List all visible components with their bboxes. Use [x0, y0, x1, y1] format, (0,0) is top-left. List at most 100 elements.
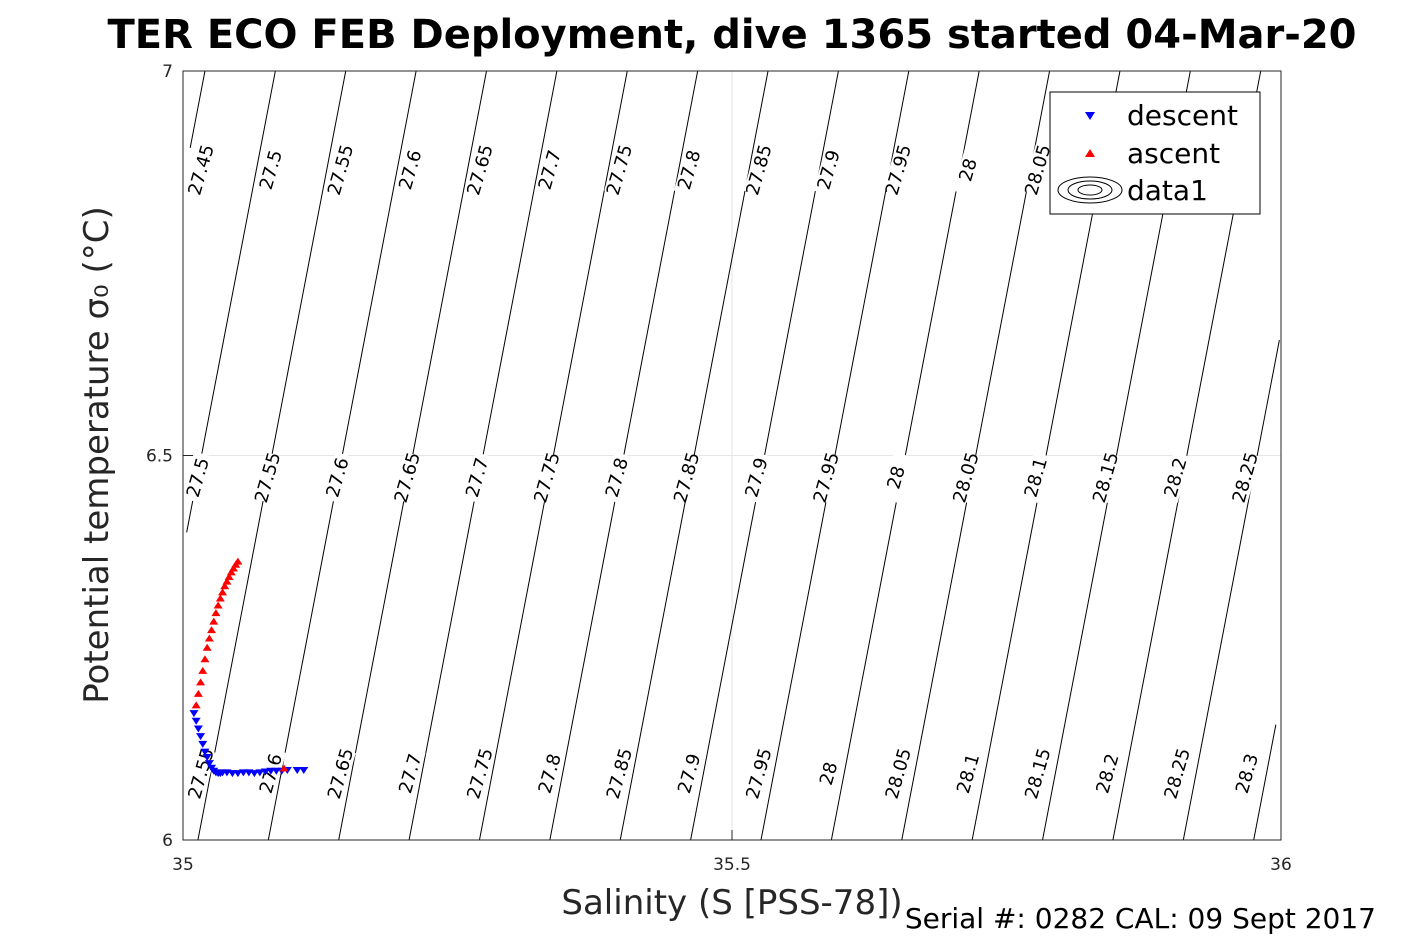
contour-label-bg: [1020, 451, 1052, 504]
legend-item-data1: data1: [1057, 174, 1208, 207]
contour-label-bg: [464, 144, 496, 196]
contour-label-bg: [464, 747, 496, 800]
contour-label-bg: [531, 451, 563, 504]
contour-label-bg: [182, 451, 214, 504]
contour-label-bg: [883, 144, 914, 196]
descent-point: [260, 768, 270, 776]
contour-label-bg: [252, 451, 283, 504]
contour-label-bg: [811, 451, 842, 504]
contour-label-bg: [952, 144, 984, 196]
descent-point: [233, 770, 243, 778]
ascent-point: [202, 643, 212, 651]
ascent-point: [191, 701, 201, 709]
ascent-point: [226, 568, 236, 576]
y-tick-label: 6: [162, 831, 173, 851]
descent-point: [292, 767, 302, 775]
isopycnal-line: [1253, 724, 1277, 841]
legend-item-ascent: ascent: [1085, 137, 1220, 170]
contour-label-bg: [604, 747, 635, 800]
isopycnal-line: [189, 70, 206, 148]
ascent-point: [222, 577, 232, 585]
contour-label: 28: [952, 144, 984, 196]
ascent-point: [279, 764, 289, 772]
ascent-point: [233, 557, 243, 565]
descent-point: [196, 733, 206, 741]
descent-point: [299, 767, 309, 775]
contour-label-bg: [1160, 451, 1191, 504]
contour-label-bg: [673, 747, 705, 800]
contour-label-bg: [1161, 747, 1193, 800]
ascent-point: [220, 582, 230, 590]
legend-descent-marker: [1085, 112, 1095, 120]
contour-label-bg: [1092, 747, 1123, 800]
contour-label-bg: [395, 747, 426, 800]
contour-label-bg: [673, 144, 705, 196]
descent-point: [202, 753, 212, 761]
contour-label-bg: [880, 451, 912, 504]
contour-label-bg: [325, 144, 356, 196]
descent-point: [255, 769, 265, 777]
descent-point: [200, 748, 210, 756]
contour-label-bg: [604, 144, 635, 196]
descent-point: [204, 760, 214, 768]
legend-data1-label: data1: [1127, 174, 1208, 207]
legend-ascent-marker: [1085, 149, 1095, 157]
x-tick-label: 36: [1270, 855, 1292, 875]
descent-point: [193, 725, 203, 733]
contour-label-bg: [743, 144, 775, 196]
contour-label-bg: [671, 451, 702, 504]
ascent-point: [229, 564, 239, 572]
contour-label-bg: [1022, 144, 1054, 196]
x-axis-label: Salinity (S [PSS-78]): [561, 883, 902, 923]
contour-label-bg: [950, 451, 982, 504]
x-tick-label: 35: [172, 855, 194, 875]
ascent-point: [213, 601, 223, 609]
ascent-point: [204, 634, 214, 642]
x-tick-label: 35.5: [713, 855, 751, 875]
series-ascent: [191, 557, 289, 772]
chart-title: TER ECO FEB Deployment, dive 1365 starte…: [107, 12, 1356, 58]
legend-box: [1049, 91, 1261, 215]
descent-point: [198, 740, 208, 748]
contour-label-bg: [322, 451, 353, 504]
data-series: [189, 557, 309, 778]
legend-descent-label: descent: [1127, 99, 1238, 132]
ascent-point: [218, 588, 228, 596]
ascent-point: [207, 626, 217, 634]
contour-label-bg: [392, 451, 423, 504]
contour-label-bg: [461, 451, 493, 504]
contour-label-bg: [883, 747, 914, 800]
contour-label-bg: [813, 144, 844, 196]
contour-label-bg: [534, 144, 565, 196]
contour-label-bg: [255, 144, 287, 196]
contour-label-bg: [185, 144, 217, 196]
ascent-point: [198, 666, 208, 674]
y-axis-label: Potential temperature σ₀ (°C): [77, 206, 117, 704]
legend-ascent-label: ascent: [1127, 137, 1220, 170]
legend-item-descent: descent: [1085, 99, 1238, 132]
axis-ticks: 35 35.5 36 6 6.5 7: [146, 62, 1292, 875]
ascent-point: [196, 678, 206, 686]
contour-label-bg: [395, 144, 426, 196]
ascent-point: [209, 617, 219, 625]
contour-label-bg: [325, 747, 356, 800]
y-tick-label: 6.5: [146, 447, 173, 467]
isopycnal-line: [1182, 340, 1280, 841]
contour-icon: [1057, 176, 1123, 204]
descent-point: [249, 770, 259, 778]
ascent-point: [224, 573, 234, 581]
descent-point: [191, 717, 201, 725]
contour-label-bg: [1230, 451, 1261, 504]
legend: descent ascent data1: [1049, 91, 1261, 215]
descent-point: [189, 710, 199, 718]
y-tick-label: 7: [162, 62, 173, 82]
contour-label: 28: [813, 747, 844, 800]
contour-label-bg: [813, 747, 844, 800]
contour-label-bg: [1231, 747, 1263, 800]
contour-label-bg: [1090, 451, 1121, 504]
contour-label-bg: [601, 451, 633, 504]
contour-label-bg: [952, 747, 984, 800]
ascent-point: [200, 655, 210, 663]
serial-calibration-text: Serial #: 0282 CAL: 09 Sept 2017: [905, 902, 1376, 935]
